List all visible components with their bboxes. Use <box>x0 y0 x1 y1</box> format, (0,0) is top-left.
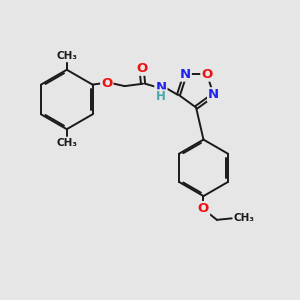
Text: O: O <box>201 68 212 81</box>
Text: N: N <box>208 88 219 101</box>
Text: O: O <box>136 62 147 75</box>
Text: H: H <box>156 90 166 103</box>
Text: CH₃: CH₃ <box>56 51 77 62</box>
Text: CH₃: CH₃ <box>56 138 77 148</box>
Text: CH₃: CH₃ <box>233 213 254 224</box>
Text: O: O <box>101 76 112 90</box>
Text: O: O <box>198 202 209 215</box>
Text: N: N <box>180 68 191 81</box>
Text: N: N <box>155 81 167 94</box>
